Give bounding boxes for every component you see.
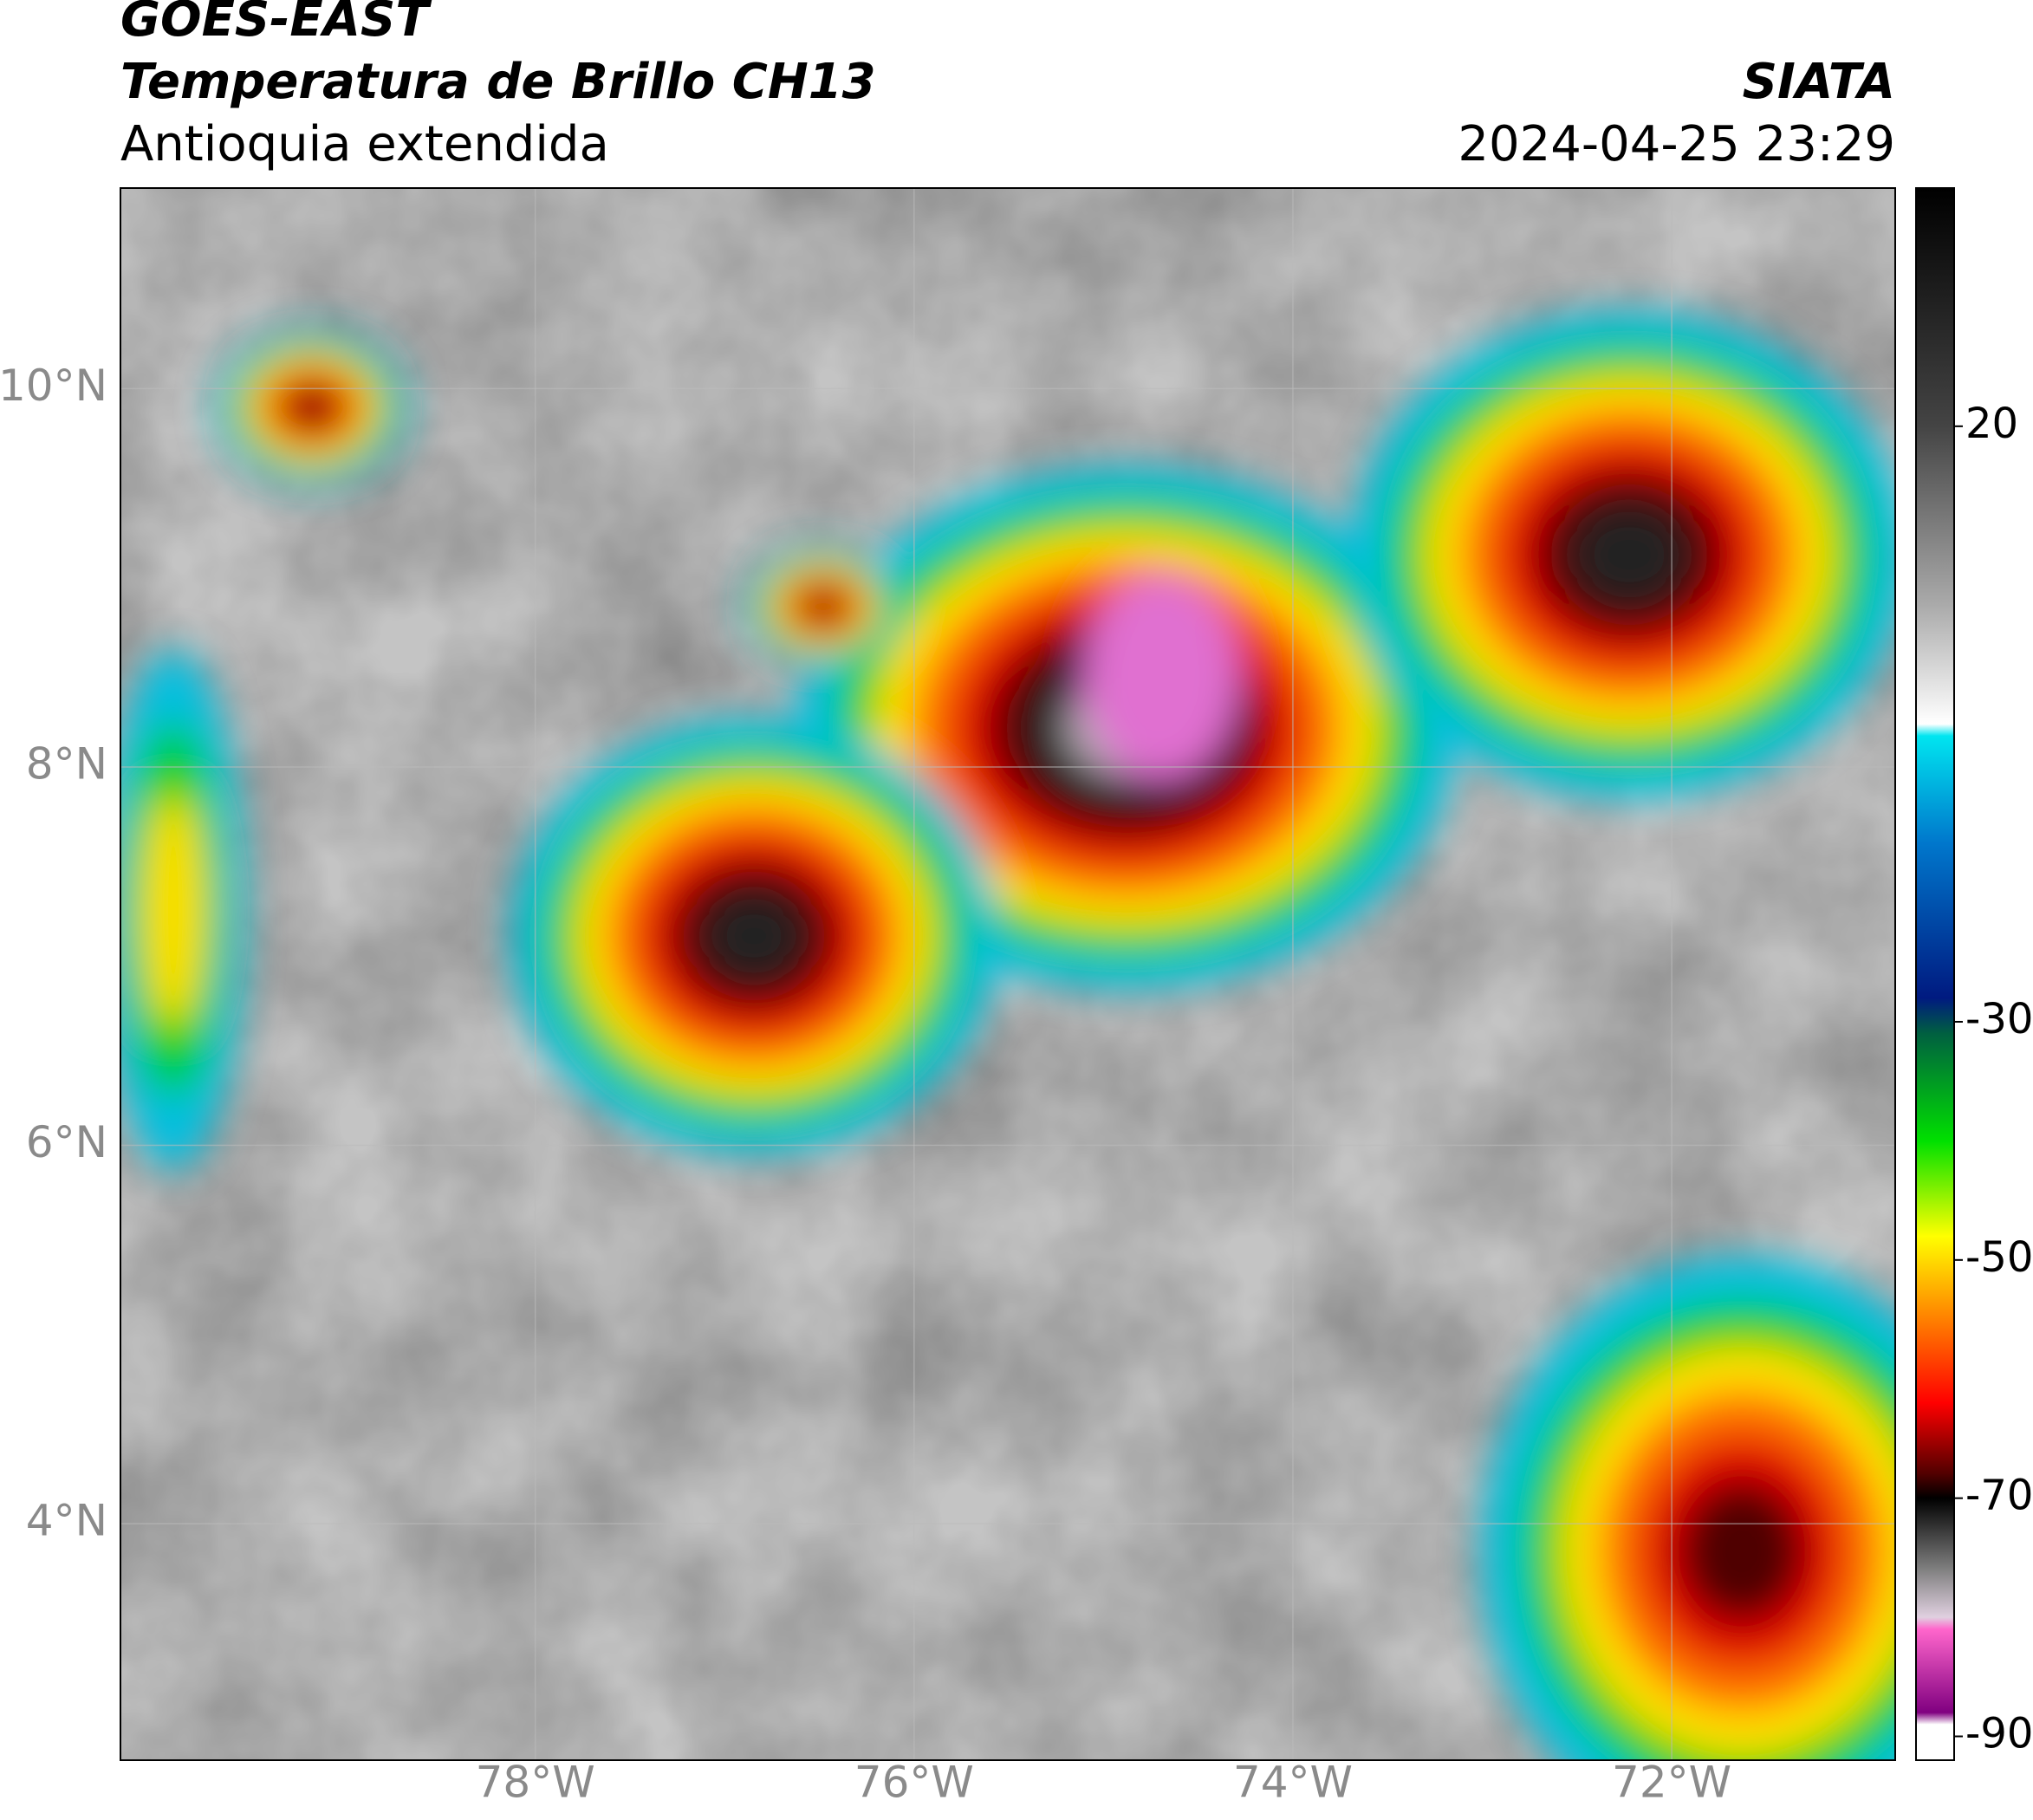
colorbar-tick-label: -50 — [1965, 1233, 2033, 1282]
source: SIATA — [1743, 54, 1895, 110]
colorbar-tick-label: 20 — [1965, 400, 2018, 448]
storm-ring — [1570, 504, 1688, 606]
colorbar-tick-label: -70 — [1965, 1472, 2033, 1520]
datetime: 2024-04-25 23:29 — [1458, 116, 1895, 172]
colorbar-frame — [1915, 187, 1955, 1761]
title: Temperatura de Brillo CH13 — [120, 54, 876, 110]
colorbar-tick-label: -30 — [1965, 995, 2033, 1043]
lon-tick-label: 76°W — [854, 1758, 974, 1808]
map-frame — [120, 187, 1896, 1761]
lon-tick-label: 72°W — [1612, 1758, 1731, 1808]
lon-tick-label: 74°W — [1233, 1758, 1353, 1808]
grid — [120, 188, 1895, 1760]
lat-tick-label: 8°N — [26, 738, 107, 789]
lat-tick-label: 4°N — [26, 1496, 107, 1546]
lat-tick-label: 6°N — [26, 1117, 107, 1167]
storm-ring — [804, 592, 842, 621]
subtitle: Antioquia extendida — [120, 116, 609, 172]
storm-ring — [289, 388, 335, 426]
colorbar-tick-label: -90 — [1965, 1710, 2033, 1758]
storm-ring — [142, 794, 205, 1026]
storms — [120, 312, 1895, 1760]
lon-tick-label: 78°W — [476, 1758, 595, 1808]
colorbar: 20 -30 -50 -70 -90 — [1916, 188, 2033, 1760]
storm-ring — [703, 890, 805, 982]
storm-ring — [1679, 1479, 1805, 1623]
title: GOES-EAST — [120, 0, 432, 48]
lat-tick-label: 10°N — [0, 361, 107, 411]
storm-core — [1083, 572, 1239, 780]
map-area — [120, 188, 1895, 1760]
colorbar-fill — [1916, 188, 1954, 1760]
